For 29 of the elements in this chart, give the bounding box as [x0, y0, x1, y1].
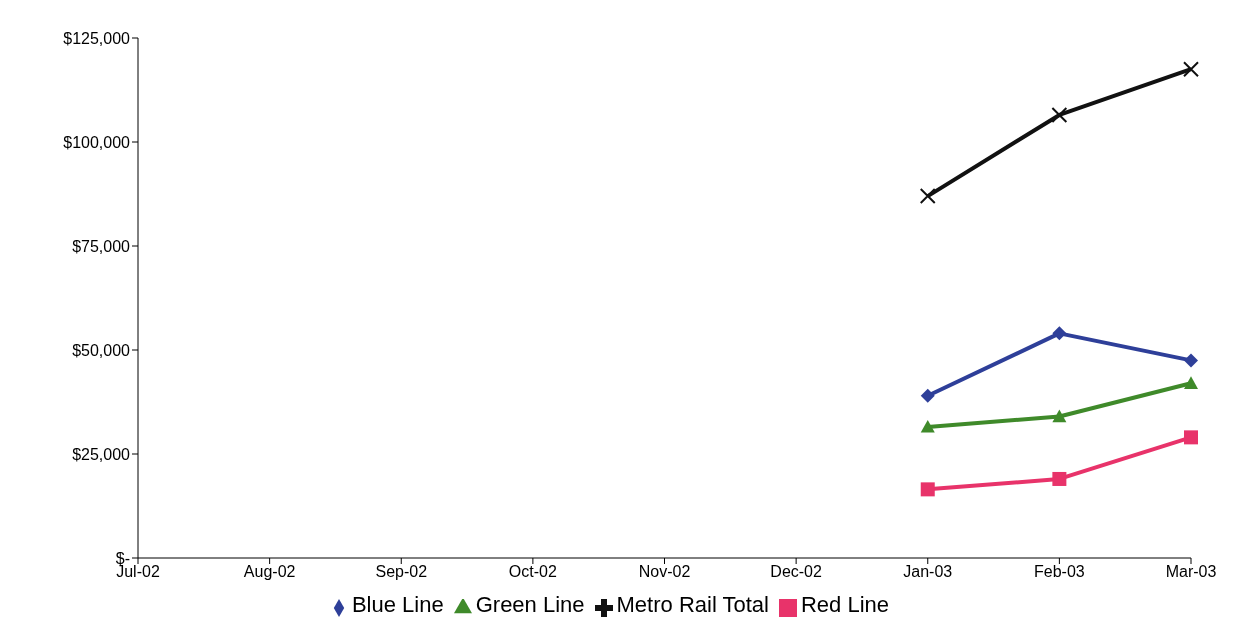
x-tick-label: Oct-02 — [508, 563, 557, 581]
x-tick-label: Aug-02 — [243, 563, 296, 581]
point — [1052, 409, 1067, 423]
x-tick-label: Mar-03 — [1165, 563, 1217, 581]
legend-label: Blue Line — [351, 592, 444, 617]
y-tick-label: $25,000 — [72, 445, 131, 463]
x-tick-label: Jan-03 — [903, 563, 953, 581]
point — [920, 482, 935, 497]
point — [1184, 353, 1198, 368]
y-tick-label: $75,000 — [72, 237, 131, 255]
x-tick-label: Dec-02 — [770, 563, 823, 581]
y-tick-label: $125,000 — [63, 29, 131, 47]
legend-label: Green Line — [475, 592, 585, 617]
point — [1052, 326, 1067, 341]
point — [920, 388, 935, 403]
point — [1184, 376, 1198, 389]
point — [1183, 61, 1199, 78]
y-tick-label: $100,000 — [63, 133, 131, 151]
x-tick-label: Nov-02 — [638, 563, 691, 581]
legend-label: Red Line — [800, 592, 890, 617]
point — [919, 188, 936, 205]
x-tick-label: Sep-02 — [375, 563, 428, 581]
x-tick-label: Feb-03 — [1034, 563, 1085, 581]
point — [1051, 106, 1068, 123]
point — [1052, 471, 1067, 486]
y-tick-label: $50,000 — [72, 341, 131, 359]
point — [920, 419, 935, 433]
point — [1184, 430, 1198, 445]
legend-label: Metro Rail Total — [616, 592, 769, 617]
